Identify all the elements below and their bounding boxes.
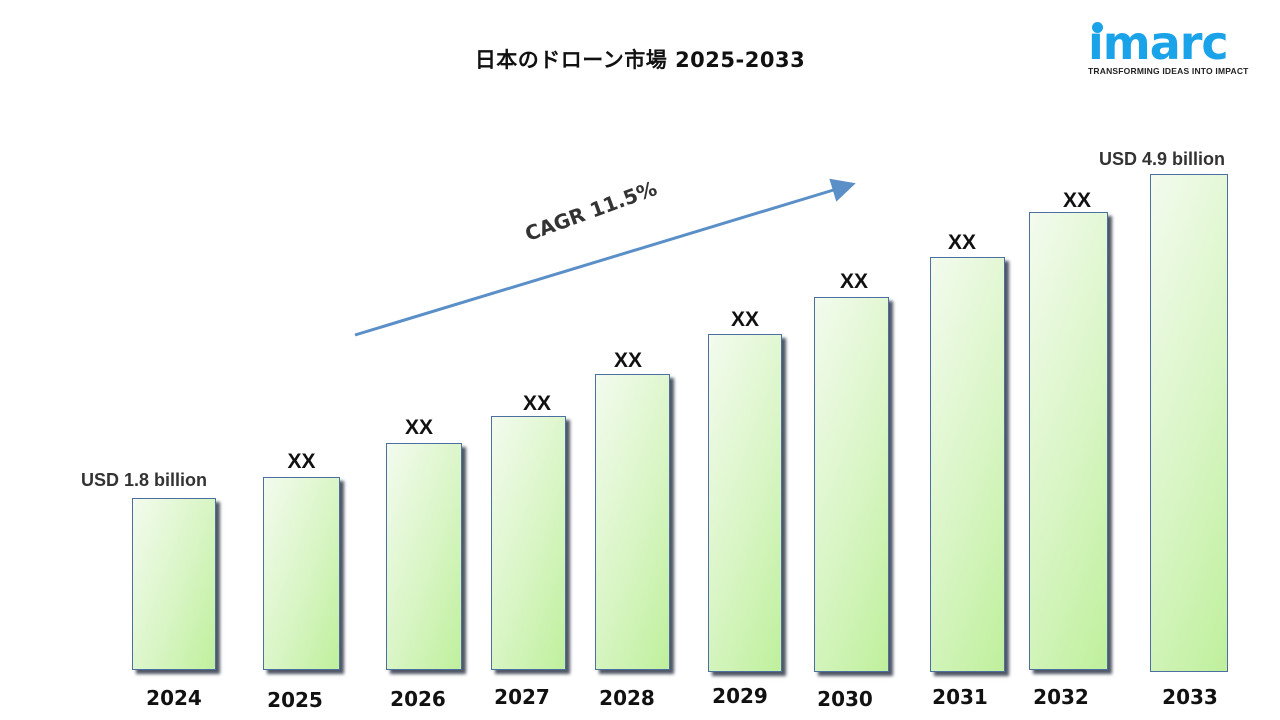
logo-tagline: TRANSFORMING IDEAS INTO IMPACT (1088, 66, 1249, 76)
bar-label-2026: XX (404, 416, 433, 439)
bar-label-2028: XX (613, 349, 642, 372)
end-value-label: USD 4.9 billion (1099, 149, 1226, 169)
year-label-2026: 2026 (390, 687, 446, 711)
year-label-2030: 2030 (817, 687, 873, 711)
year-label-2024: 2024 (146, 686, 202, 710)
bar-label-2032: XX (1062, 189, 1091, 212)
year-label-2025: 2025 (267, 688, 323, 712)
year-label-2031: 2031 (932, 685, 988, 709)
year-label-2033: 2033 (1162, 685, 1218, 709)
bar-2030 (814, 297, 889, 672)
bar-2024 (132, 498, 216, 670)
bar-2032 (1029, 212, 1108, 670)
bar-label-2029: XX (730, 308, 759, 331)
imarc-logo: ımarc TRANSFORMING IDEAS INTO IMPACT (1088, 18, 1268, 76)
bar-2031 (930, 257, 1005, 672)
bar-2033 (1150, 174, 1228, 672)
bar-2029 (708, 334, 782, 672)
bar-label-2027: XX (522, 392, 551, 415)
logo-dot-icon (1092, 22, 1103, 33)
bar-2026 (386, 443, 462, 670)
year-label-2027: 2027 (494, 685, 550, 709)
year-label-2029: 2029 (712, 684, 768, 708)
bar-2025 (263, 477, 340, 670)
chart-title: 日本のドローン市場 2025-2033 (474, 48, 806, 72)
bar-label-2025: XX (287, 450, 316, 473)
year-label-2032: 2032 (1033, 685, 1089, 709)
logo-wordmark: ımarc (1088, 16, 1229, 70)
bar-2027 (491, 416, 566, 670)
start-value-label: USD 1.8 billion (81, 470, 208, 490)
bar-label-2030: XX (839, 270, 868, 293)
bar-label-2031: XX (947, 231, 976, 254)
bar-2028 (595, 374, 670, 670)
year-label-2028: 2028 (599, 686, 655, 710)
